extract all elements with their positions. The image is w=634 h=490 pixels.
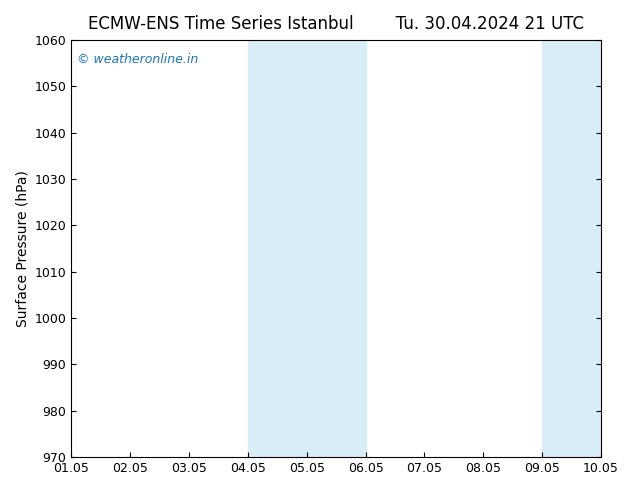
Bar xyxy=(248,40,366,457)
Y-axis label: Surface Pressure (hPa): Surface Pressure (hPa) xyxy=(15,170,29,327)
Bar xyxy=(542,40,601,457)
Title: ECMW-ENS Time Series Istanbul        Tu. 30.04.2024 21 UTC: ECMW-ENS Time Series Istanbul Tu. 30.04.… xyxy=(88,15,584,33)
Text: © weatheronline.in: © weatheronline.in xyxy=(77,52,198,66)
